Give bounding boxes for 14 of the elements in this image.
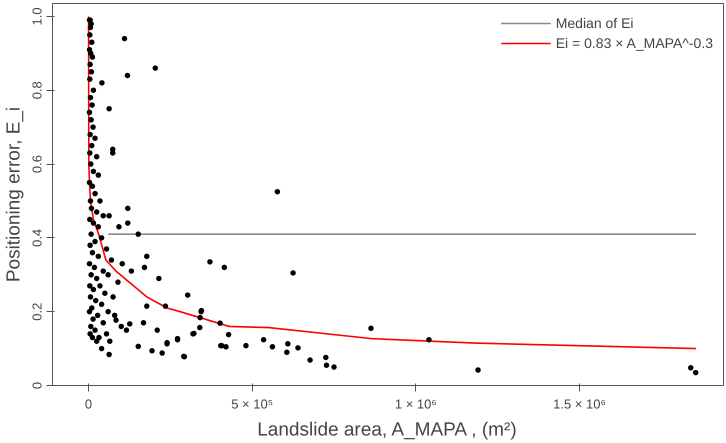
x-tick-label: 1 × 10⁶ xyxy=(394,396,437,412)
y-tick-label: 1.0 xyxy=(30,7,44,26)
y-tick-label: 0.4 xyxy=(30,228,44,247)
x-tick-label: 5 × 10⁵ xyxy=(231,396,274,412)
x-tick-label: 0 xyxy=(84,396,92,412)
x-axis-title: Landslide area, A_MAPA , (m²) xyxy=(257,420,517,440)
y-tick-label: 0.2 xyxy=(30,302,44,321)
x-tick-label: 1.5 × 10⁶ xyxy=(553,396,606,412)
y-tick-label: 0.6 xyxy=(30,155,44,174)
y-axis-title: Positioning error, E_i xyxy=(4,106,24,282)
y-tick-label: 0.8 xyxy=(30,81,44,100)
legend-label: Median of Ei xyxy=(556,15,634,31)
legend-label: Ei = 0.83 × A_MAPA^-0.3 xyxy=(556,35,713,51)
y-tick-label: 0 xyxy=(30,382,44,390)
